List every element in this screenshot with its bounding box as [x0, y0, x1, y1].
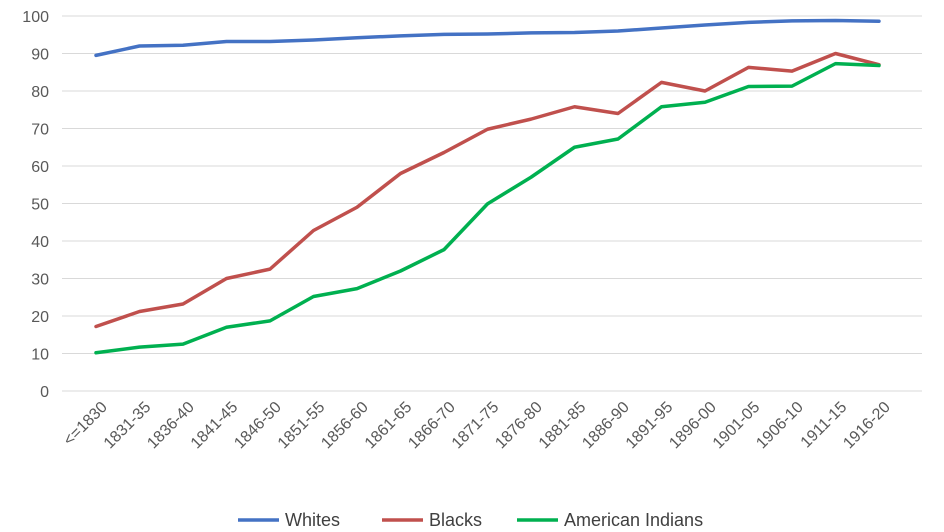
legend-label-whites: Whites: [285, 510, 340, 530]
y-tick-label: 60: [31, 159, 49, 176]
series-line-blacks: [94, 51, 881, 329]
x-tick-label: 1876-80: [492, 399, 546, 453]
x-tick-label: 1891-95: [623, 399, 677, 453]
x-tick-label: 1881-85: [536, 399, 590, 453]
legend-label-american-indians: American Indians: [564, 510, 703, 530]
x-tick-label: 1866-70: [405, 399, 459, 453]
x-tick-label: 1861-65: [362, 399, 416, 453]
y-tick-label: 10: [31, 347, 49, 364]
x-tick-label: 1841-45: [188, 399, 242, 453]
x-tick-label: 1896-00: [666, 399, 720, 453]
gridlines: [62, 15, 922, 392]
y-tick-label: 20: [31, 309, 49, 326]
x-tick-label: 1846-50: [231, 399, 285, 453]
y-tick-label: 70: [31, 122, 49, 139]
legend-label-blacks: Blacks: [429, 510, 482, 530]
x-tick-label: 1856-60: [318, 399, 372, 453]
x-tick-label: 1836-40: [144, 399, 198, 453]
x-tick-label: 1916-20: [840, 399, 894, 453]
x-tick-label: 1871-75: [449, 399, 503, 453]
y-axis-tick-labels: 0 10 20 30 40 50 60 70 80 90 100: [22, 9, 49, 401]
x-tick-label: 1906-10: [753, 399, 807, 453]
x-tick-label: 1831-35: [101, 399, 155, 453]
x-tick-label: 1901-05: [710, 399, 764, 453]
series-line-american-indians: [94, 61, 881, 355]
y-tick-label: 100: [22, 9, 49, 26]
legend: Whites Blacks American Indians: [238, 510, 703, 530]
x-axis-tick-labels: <=18301831-351836-401841-451846-501851-5…: [60, 399, 893, 453]
series-line-whites: [94, 18, 881, 58]
y-tick-label: 80: [31, 84, 49, 101]
x-tick-label: 1851-55: [275, 399, 329, 453]
y-tick-label: 0: [40, 384, 49, 401]
y-tick-label: 40: [31, 234, 49, 251]
y-tick-label: 90: [31, 47, 49, 64]
y-tick-label: 30: [31, 272, 49, 289]
series-lines: [94, 18, 881, 355]
x-tick-label: 1886-90: [579, 399, 633, 453]
y-tick-label: 50: [31, 197, 49, 214]
